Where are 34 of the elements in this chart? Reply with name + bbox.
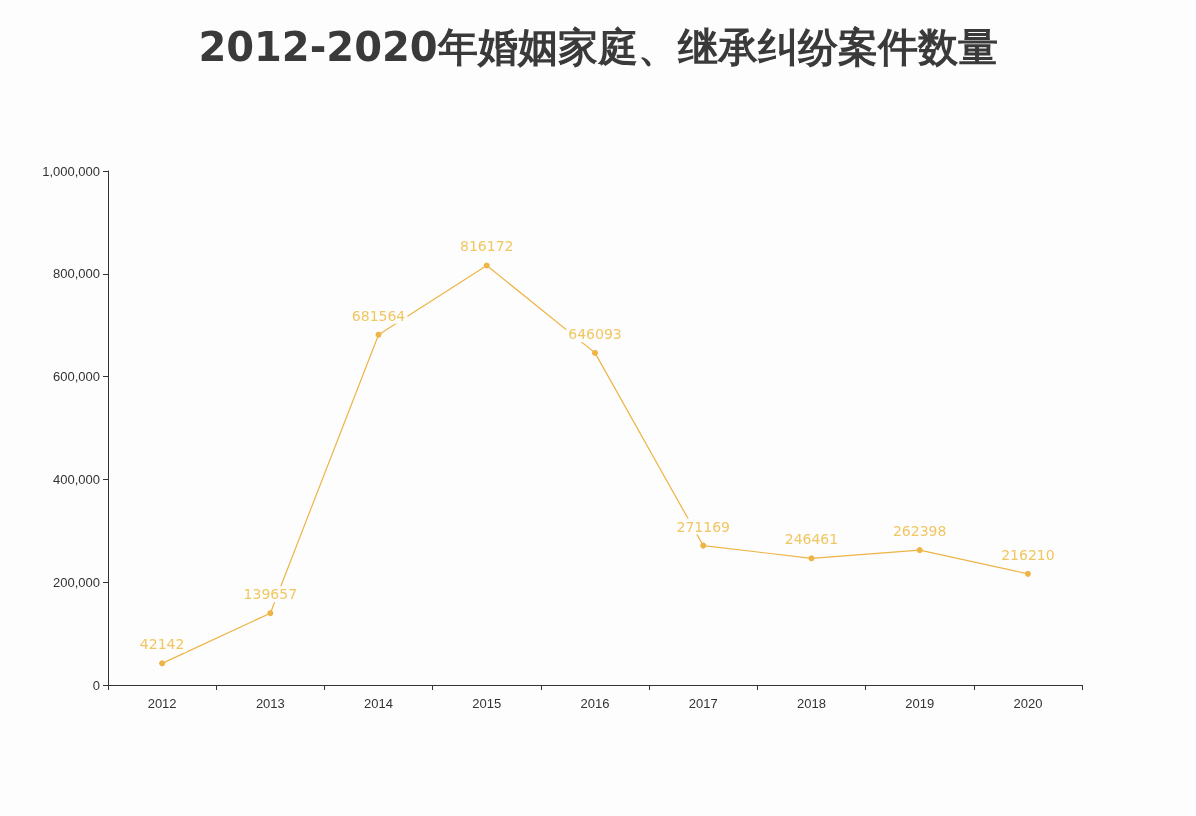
x-tick-label: 2018 — [796, 696, 826, 711]
x-tick-label: 2016 — [580, 696, 610, 711]
y-tick-label: 600,000 — [53, 369, 100, 385]
point — [700, 542, 707, 549]
point — [483, 262, 490, 269]
point — [159, 660, 166, 667]
y-tick-label: 0 — [92, 677, 100, 693]
y-tick-label: 1,000,000 — [42, 163, 100, 179]
point — [808, 555, 815, 562]
data-label: 681564 — [351, 307, 406, 324]
data-label: 216210 — [1001, 546, 1055, 563]
data-label: 139657 — [243, 586, 298, 603]
x-tick-label: 2017 — [688, 696, 718, 711]
y-tick-label: 800,000 — [53, 266, 100, 282]
point — [1024, 570, 1031, 577]
data-label: 42142 — [139, 636, 185, 653]
x-tick-label: 2014 — [364, 696, 394, 711]
point — [916, 547, 923, 554]
chart-title: 2012-2020年婚姻家庭、继承纠纷案件数量 — [198, 24, 998, 70]
y-tick-label: 400,000 — [53, 471, 100, 487]
data-label: 816172 — [460, 238, 514, 255]
y-tick-label: 200,000 — [53, 574, 100, 590]
point — [267, 610, 274, 617]
data-label: 246461 — [784, 531, 839, 548]
point — [375, 331, 382, 338]
data-label: 262398 — [892, 523, 947, 540]
x-tick-label: 2015 — [472, 696, 502, 711]
data-label: 271169 — [676, 518, 730, 535]
data-label: 646093 — [568, 325, 622, 342]
x-tick-label: 2013 — [255, 696, 285, 711]
point — [592, 349, 598, 356]
x-tick-label: 2019 — [905, 696, 935, 711]
x-tick-label: 2012 — [147, 696, 177, 711]
x-tick-label: 2020 — [1013, 696, 1043, 711]
